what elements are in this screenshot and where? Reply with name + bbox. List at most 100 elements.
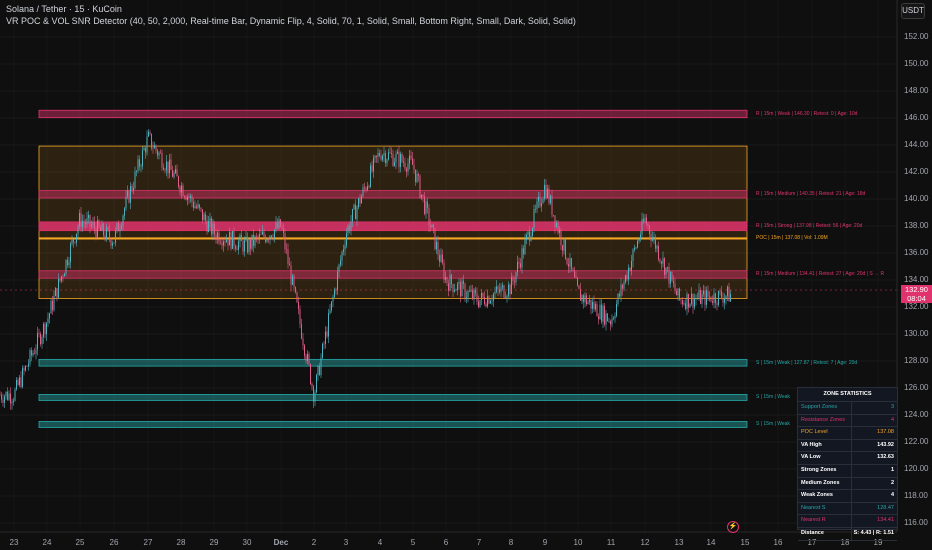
candle-body <box>22 368 23 387</box>
candle-body <box>647 223 649 226</box>
candle-body <box>457 283 458 291</box>
support-zone-label: S | 15m | Weak <box>756 421 790 428</box>
candle-body <box>344 245 346 250</box>
stats-key: Support Zones <box>798 402 852 414</box>
candle-body <box>13 400 14 402</box>
candle-body <box>617 293 619 305</box>
candle-body <box>364 187 365 188</box>
candle-body <box>674 283 676 291</box>
candle-body <box>197 204 199 208</box>
candle-body <box>721 291 722 298</box>
candle-body <box>235 246 236 249</box>
time-tick-label: 27 <box>143 538 153 547</box>
candle-body <box>155 145 157 151</box>
candle-body <box>662 258 664 264</box>
candle-body <box>326 331 328 337</box>
candle-body <box>713 293 715 303</box>
candle-body <box>695 298 697 300</box>
symbol-title[interactable]: Solana / Tether · 15 · KuCoin <box>6 4 122 14</box>
candle-body <box>572 268 574 272</box>
candle-body <box>707 290 709 297</box>
candle-body <box>349 225 350 231</box>
candle-body <box>269 235 271 240</box>
candle-body <box>370 165 371 187</box>
candle-body <box>220 242 221 244</box>
currency-button[interactable]: USDT <box>901 3 925 19</box>
stats-key: Nearest R <box>798 515 852 527</box>
candle-body <box>161 153 163 168</box>
candle-body <box>283 228 284 234</box>
candle-body <box>14 389 16 401</box>
candle-body <box>280 219 281 227</box>
candle-body <box>560 230 562 246</box>
candle-body <box>484 296 485 304</box>
candle-body <box>166 161 167 171</box>
candle-body <box>110 238 112 246</box>
candle-body <box>341 251 343 261</box>
time-tick-label: 8 <box>508 538 514 547</box>
price-tick-label: 118.00 <box>904 491 928 500</box>
candle-body <box>658 245 659 260</box>
candle-body <box>686 294 688 309</box>
candle-body <box>418 174 419 176</box>
candle-body <box>371 165 373 172</box>
candle-body <box>131 186 133 191</box>
candle-body <box>281 226 283 229</box>
candle-body <box>410 155 412 159</box>
candle-body <box>569 258 571 267</box>
time-tick-label: 15 <box>740 538 750 547</box>
candle-body <box>353 204 355 210</box>
candle-body <box>157 150 158 156</box>
candle-body <box>421 194 422 198</box>
candle-body <box>92 222 94 226</box>
candle-body <box>700 289 701 304</box>
candle-body <box>575 276 577 279</box>
price-tick-label: 136.00 <box>904 248 929 257</box>
candle-body <box>724 298 725 303</box>
time-tick-label: 14 <box>706 538 716 547</box>
candle-body <box>148 132 149 137</box>
candle-body <box>314 392 316 402</box>
time-tick-label: 6 <box>443 538 449 547</box>
candle-body <box>169 159 170 174</box>
candle-body <box>710 296 712 302</box>
candle-body <box>388 152 389 160</box>
candle-body <box>551 195 553 215</box>
candle-body <box>358 198 359 208</box>
price-tick-label: 146.00 <box>904 113 929 122</box>
lightning-icon[interactable]: ⚡ <box>727 521 739 533</box>
candle-body <box>191 195 193 202</box>
candle-body <box>61 276 62 281</box>
candle-body <box>37 333 38 350</box>
candle-body <box>620 284 622 297</box>
candle-body <box>115 230 116 243</box>
candle-body <box>452 284 454 292</box>
candle-body <box>23 368 25 371</box>
candle-body <box>725 295 727 299</box>
candle-body <box>265 236 266 242</box>
candle-body <box>244 240 245 252</box>
candle-body <box>181 185 182 193</box>
candle-body <box>362 187 364 197</box>
candle-body <box>317 365 319 376</box>
candle-body <box>29 350 31 364</box>
candle-body <box>442 254 443 264</box>
candle-body <box>509 284 511 295</box>
candle-body <box>223 241 224 246</box>
candle-body <box>596 304 598 317</box>
price-tick-label: 130.00 <box>904 329 929 338</box>
candle-body <box>106 227 107 240</box>
candle-body <box>464 284 466 299</box>
candle-body <box>272 237 274 239</box>
candle-body <box>536 201 538 210</box>
candle-body <box>673 280 674 284</box>
candle-body <box>496 286 497 292</box>
candle-body <box>44 323 46 335</box>
resistance-zone <box>38 221 748 232</box>
candle-body <box>391 153 392 155</box>
candle-body <box>307 353 308 362</box>
candle-body <box>539 196 541 207</box>
stats-key: VA Low <box>798 452 852 464</box>
indicator-title[interactable]: VR POC & VOL SNR Detector (40, 50, 2,000… <box>6 16 576 26</box>
